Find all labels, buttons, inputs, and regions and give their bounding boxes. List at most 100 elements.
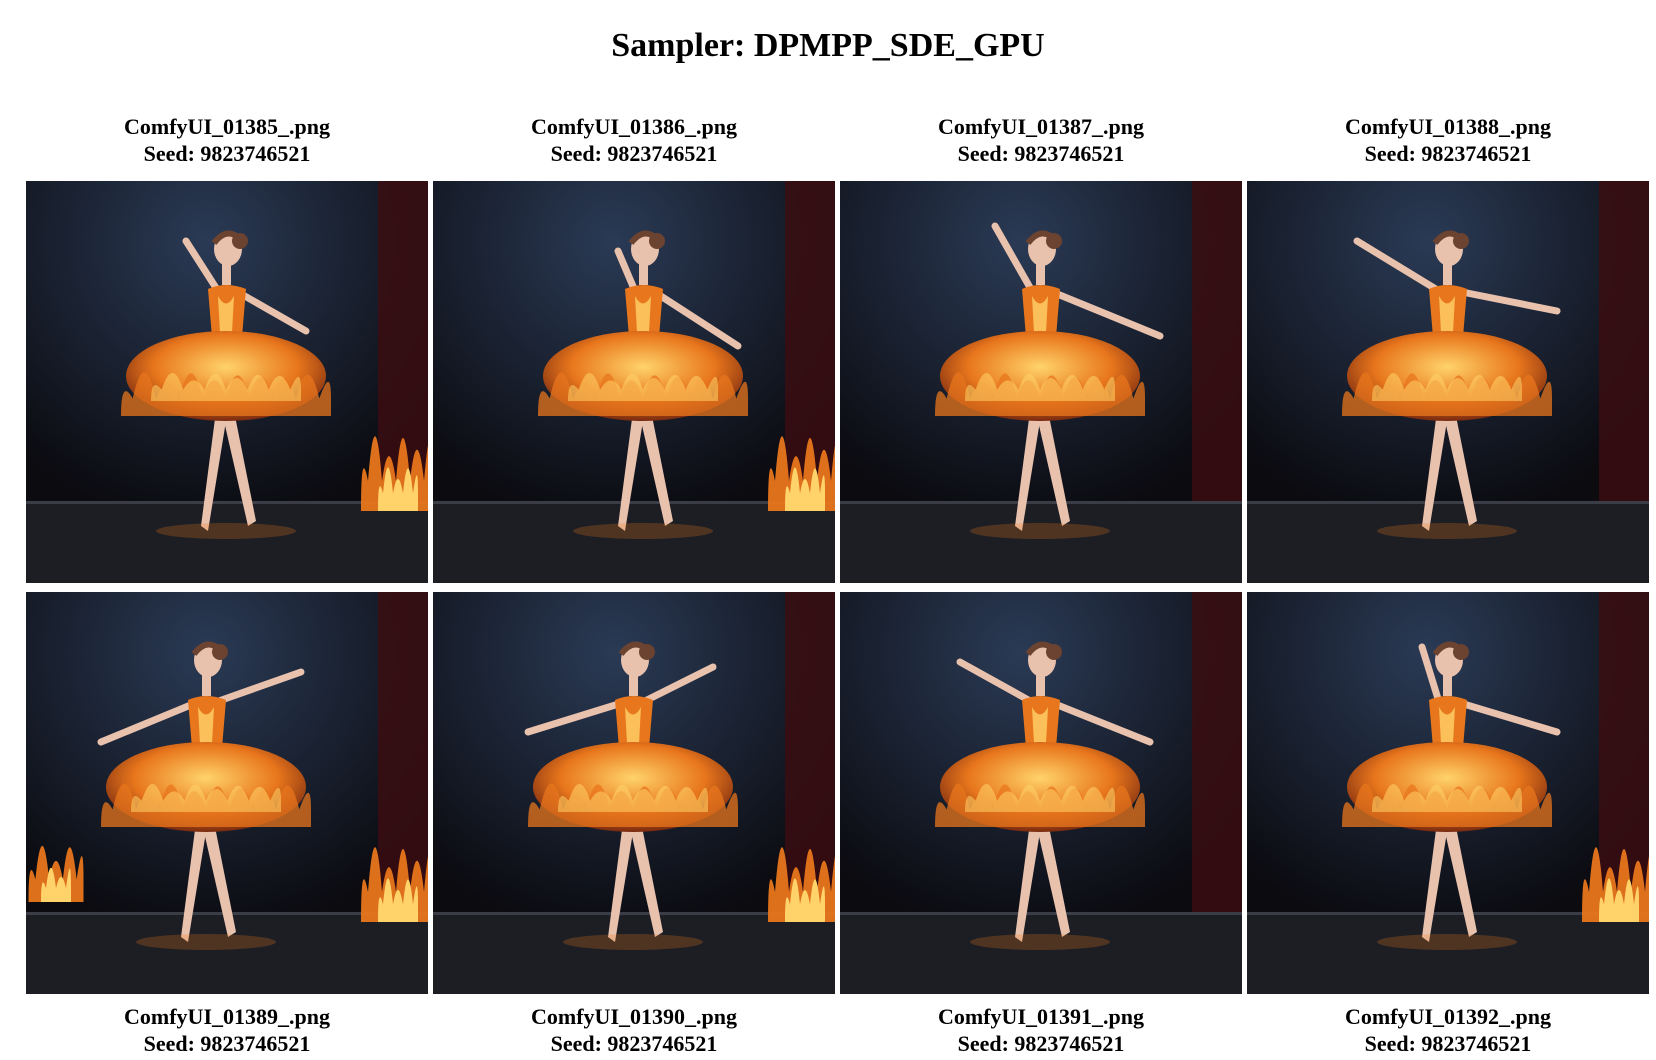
stage-floor bbox=[433, 501, 835, 583]
leg bbox=[1015, 822, 1040, 942]
arm bbox=[649, 287, 742, 350]
tutu-flames bbox=[121, 372, 331, 416]
leg bbox=[1445, 822, 1477, 937]
tutu-flames bbox=[131, 783, 281, 812]
image-tile[interactable] bbox=[26, 181, 428, 583]
leg bbox=[1038, 822, 1070, 937]
image-caption: ComfyUI_01390_.png Seed: 9823746521 bbox=[433, 1003, 835, 1057]
tutu-flames bbox=[558, 783, 708, 812]
arm bbox=[956, 658, 1036, 706]
neck bbox=[202, 674, 211, 696]
stage-floor bbox=[26, 501, 428, 583]
image-caption: ComfyUI_01386_.png Seed: 9823746521 bbox=[433, 113, 835, 167]
tutu-flames bbox=[151, 372, 301, 401]
leg bbox=[1422, 411, 1447, 531]
floor-reflection bbox=[1377, 934, 1517, 950]
fire bbox=[785, 878, 825, 922]
arm bbox=[1046, 698, 1154, 746]
floor-reflection bbox=[136, 934, 276, 950]
floor-reflection bbox=[1377, 523, 1517, 539]
image-filename: ComfyUI_01388_.png bbox=[1345, 114, 1551, 139]
tutu-flames bbox=[1342, 783, 1552, 827]
image-caption: ComfyUI_01389_.png Seed: 9823746521 bbox=[26, 1003, 428, 1057]
leg bbox=[201, 411, 226, 531]
leg bbox=[181, 822, 206, 942]
floor-edge bbox=[1247, 501, 1649, 504]
image-filename: ComfyUI_01385_.png bbox=[124, 114, 330, 139]
image-seed: Seed: 9823746521 bbox=[550, 141, 718, 166]
arm bbox=[182, 237, 222, 295]
image-filename: ComfyUI_01390_.png bbox=[531, 1004, 737, 1029]
hair bbox=[1432, 641, 1466, 656]
hair bbox=[191, 641, 225, 656]
arm bbox=[212, 668, 305, 706]
tutu-flames bbox=[1342, 372, 1552, 416]
tutu-flames bbox=[101, 783, 311, 827]
floor-reflection bbox=[563, 934, 703, 950]
arm bbox=[614, 247, 639, 295]
image-caption: ComfyUI_01388_.png Seed: 9823746521 bbox=[1247, 113, 1649, 167]
image-filename: ComfyUI_01386_.png bbox=[531, 114, 737, 139]
arm bbox=[524, 698, 629, 736]
tutu-flames bbox=[538, 372, 748, 416]
arm bbox=[97, 698, 202, 746]
hair bbox=[1025, 230, 1059, 245]
leg bbox=[641, 411, 673, 526]
arm bbox=[1453, 698, 1561, 736]
curtain bbox=[1192, 592, 1242, 912]
hair bbox=[211, 230, 245, 245]
floor-edge bbox=[26, 501, 428, 504]
floor-edge bbox=[840, 912, 1242, 915]
leg bbox=[204, 822, 236, 937]
image-caption: ComfyUI_01385_.png Seed: 9823746521 bbox=[26, 113, 428, 167]
image-tile[interactable] bbox=[1247, 181, 1649, 583]
arm bbox=[639, 663, 717, 706]
neck bbox=[222, 263, 231, 285]
fire bbox=[41, 867, 71, 902]
arm bbox=[1353, 237, 1443, 295]
stage-floor bbox=[433, 912, 835, 994]
neck bbox=[1036, 263, 1045, 285]
image-filename: ComfyUI_01391_.png bbox=[938, 1004, 1144, 1029]
fire bbox=[378, 467, 418, 511]
image-seed: Seed: 9823746521 bbox=[1364, 141, 1532, 166]
image-tile[interactable] bbox=[433, 592, 835, 994]
ballerina-photo bbox=[26, 181, 428, 583]
image-tile[interactable] bbox=[26, 592, 428, 994]
leg bbox=[1422, 822, 1447, 942]
floor-edge bbox=[433, 501, 835, 504]
stage-floor bbox=[840, 501, 1242, 583]
image-filename: ComfyUI_01392_.png bbox=[1345, 1004, 1551, 1029]
floor-reflection bbox=[970, 934, 1110, 950]
leg bbox=[1015, 411, 1040, 531]
floor-edge bbox=[1247, 912, 1649, 915]
image-tile[interactable] bbox=[840, 592, 1242, 994]
floor-reflection bbox=[970, 523, 1110, 539]
ballerina-photo bbox=[840, 592, 1242, 994]
ballerina-photo bbox=[433, 181, 835, 583]
image-tile[interactable] bbox=[433, 181, 835, 583]
stage-floor bbox=[1247, 912, 1649, 994]
hair bbox=[618, 641, 652, 656]
arm bbox=[232, 287, 310, 335]
stage-floor bbox=[840, 912, 1242, 994]
leg bbox=[608, 822, 633, 942]
image-tile[interactable] bbox=[840, 181, 1242, 583]
tutu-flames bbox=[528, 783, 738, 827]
arm bbox=[1046, 287, 1164, 340]
fire bbox=[378, 878, 418, 922]
image-tile[interactable] bbox=[1247, 592, 1649, 994]
tutu-flames bbox=[965, 372, 1115, 401]
image-caption: ComfyUI_01391_.png Seed: 9823746521 bbox=[840, 1003, 1242, 1057]
leg bbox=[1038, 411, 1070, 526]
floor-reflection bbox=[573, 523, 713, 539]
leg bbox=[224, 411, 256, 526]
stage-floor bbox=[1247, 501, 1649, 583]
ballerina-photo bbox=[1247, 592, 1649, 994]
image-seed: Seed: 9823746521 bbox=[957, 1031, 1125, 1056]
image-filename: ComfyUI_01387_.png bbox=[938, 114, 1144, 139]
tutu-flames bbox=[1372, 783, 1522, 812]
floor-edge bbox=[433, 912, 835, 915]
hair bbox=[1025, 641, 1059, 656]
image-seed: Seed: 9823746521 bbox=[143, 141, 311, 166]
